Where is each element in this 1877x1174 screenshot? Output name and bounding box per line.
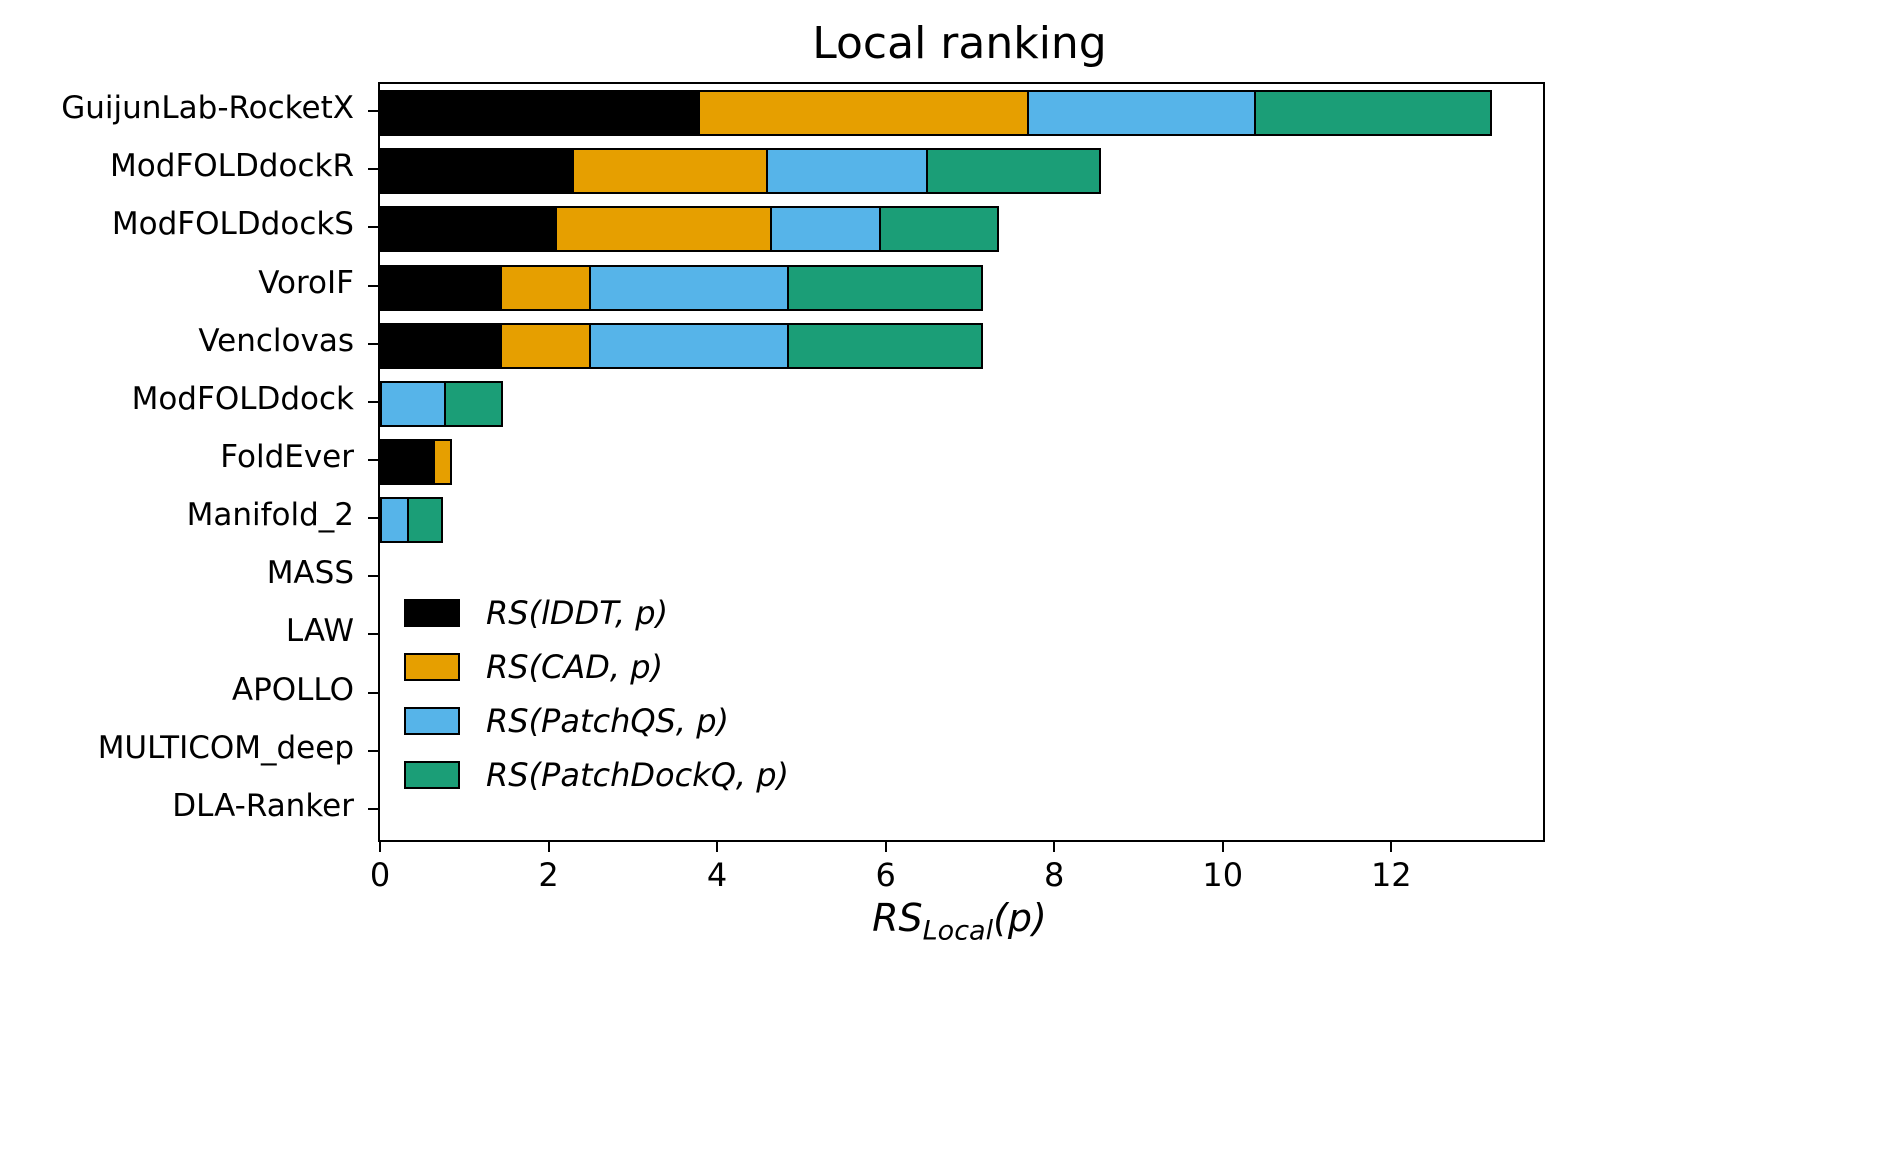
xtick-label-12: 12	[1370, 856, 1412, 894]
xtick-label-8: 8	[1044, 856, 1065, 894]
bar-segment-rs-lddt-p--guijunlab-rocketx	[380, 90, 701, 137]
bar-segment-rs-patchdockq-p--modfolddock	[443, 380, 504, 427]
xtick-label-4: 4	[706, 856, 728, 894]
x-axis-label: RSLocal(p)	[378, 896, 1541, 947]
ytick-label-mass: MASS	[266, 555, 354, 592]
x-axis-label-tail: (p)	[993, 896, 1047, 940]
ytick-mark	[368, 691, 378, 694]
legend-label: RS(PatchDockQ, p)	[486, 756, 790, 794]
ytick-label-foldever: FoldEver	[220, 439, 354, 475]
bar-segment-rs-cad-p--modfolddocks	[554, 206, 772, 253]
ytick-label-venclovas: Venclovas	[198, 322, 354, 359]
bar-segment-rs-patchqs-p--modfolddock	[380, 380, 446, 427]
ytick-mark	[368, 342, 378, 345]
ytick-mark	[368, 575, 378, 578]
bar-segment-rs-lddt-p--voroif	[380, 264, 503, 311]
bar-segment-rs-patchdockq-p--modfolddockr	[925, 148, 1101, 195]
legend-item: RS(PatchQS, p)	[404, 694, 789, 748]
ytick-label-modfolddocks: ModFOLDdockS	[111, 206, 354, 243]
bar-segment-rs-cad-p--foldever	[432, 439, 452, 485]
ytick-mark	[368, 749, 378, 752]
xtick-label-0: 0	[369, 856, 391, 894]
legend: RS(lDDT, p) RS(CAD, p) RS(PatchQS, p) RS(Pa…	[404, 586, 789, 802]
legend-swatch	[404, 707, 460, 735]
bar-segment-rs-patchqs-p--guijunlab-rocketx	[1026, 90, 1257, 137]
legend-item: RS(lDDT, p)	[404, 586, 789, 640]
plot-area: RS(lDDT, p) RS(CAD, p) RS(PatchQS, p) RS(Pa…	[378, 82, 1545, 842]
bar-segment-rs-patchdockq-p--venclovas	[786, 322, 983, 369]
ytick-mark	[368, 807, 378, 810]
xtick-mark	[547, 842, 550, 852]
xtick-label-2: 2	[538, 856, 559, 894]
x-axis-label-base: RS	[872, 896, 923, 940]
chart-title: Local ranking	[812, 18, 1107, 69]
bar-segment-rs-patchqs-p--manifold_2	[380, 497, 410, 544]
legend-swatch	[404, 599, 460, 627]
legend-label: RS(CAD, p)	[486, 648, 664, 686]
bar-segment-rs-patchqs-p--modfolddockr	[765, 148, 928, 195]
ytick-mark	[368, 110, 378, 113]
ytick-mark	[368, 459, 378, 461]
ytick-mark	[368, 284, 378, 287]
legend-swatch	[404, 653, 460, 681]
legend-swatch	[404, 761, 460, 789]
ytick-label-modfolddockr: ModFOLDdockR	[110, 148, 354, 185]
ytick-label-law: LAW	[285, 613, 354, 650]
ytick-label-dla-ranker: DLA-Ranker	[172, 787, 354, 824]
ytick-mark	[368, 226, 378, 229]
ytick-label-multicom_deep: MULTICOM_deep	[97, 729, 354, 766]
ytick-label-voroif: VoroIF	[258, 264, 354, 301]
bar-segment-rs-cad-p--modfolddockr	[571, 148, 768, 195]
ytick-label-guijunlab-rocketx: GuijunLab-RocketX	[61, 90, 354, 127]
xtick-label-6: 6	[875, 856, 896, 894]
ytick-label-manifold_2: Manifold_2	[186, 497, 354, 534]
bar-segment-rs-lddt-p--foldever	[380, 439, 435, 485]
ytick-label-modfolddock: ModFOLDdock	[131, 380, 354, 417]
bar-segment-rs-lddt-p--modfolddockr	[380, 148, 574, 195]
xtick-label-10: 10	[1202, 856, 1244, 894]
xtick-mark	[379, 842, 381, 852]
bar-segment-rs-patchdockq-p--guijunlab-rocketx	[1254, 90, 1493, 137]
xtick-mark	[716, 842, 719, 852]
legend-label: RS(PatchQS, p)	[486, 702, 729, 740]
bar-segment-rs-cad-p--guijunlab-rocketx	[698, 90, 1029, 137]
xtick-mark	[1221, 842, 1224, 852]
bar-segment-rs-cad-p--venclovas	[500, 322, 591, 369]
bar-segment-rs-patchqs-p--voroif	[588, 264, 789, 311]
xtick-mark	[884, 842, 887, 852]
legend-label: RS(lDDT, p)	[486, 594, 669, 632]
ytick-mark	[368, 168, 378, 171]
bar-segment-rs-cad-p--voroif	[500, 264, 591, 311]
bar-segment-rs-patchdockq-p--voroif	[786, 264, 983, 311]
bar-segment-rs-patchdockq-p--manifold_2	[407, 497, 444, 544]
legend-item: RS(CAD, p)	[404, 640, 789, 694]
ytick-mark	[368, 517, 378, 520]
bar-segment-rs-patchdockq-p--modfolddocks	[879, 206, 1000, 253]
xtick-mark	[1053, 842, 1056, 852]
ytick-label-apollo: APOLLO	[231, 671, 354, 708]
bar-segment-rs-lddt-p--modfolddocks	[380, 206, 557, 253]
bar-segment-rs-patchqs-p--modfolddocks	[769, 206, 882, 253]
legend-item: RS(PatchDockQ, p)	[404, 748, 789, 802]
bar-segment-rs-patchqs-p--venclovas	[588, 322, 789, 369]
ytick-mark	[368, 633, 378, 636]
x-axis-label-sub: Local	[922, 915, 994, 947]
bar-segment-rs-lddt-p--venclovas	[380, 322, 503, 369]
xtick-mark	[1390, 842, 1393, 852]
ytick-mark	[368, 400, 378, 403]
